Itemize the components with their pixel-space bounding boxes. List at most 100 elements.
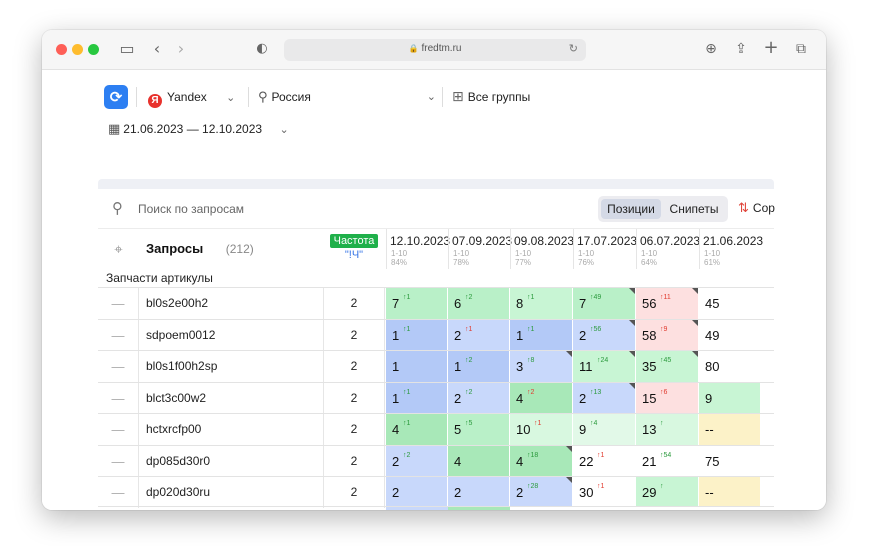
close-window-button[interactable]	[56, 44, 67, 55]
engine-select[interactable]: Я Yandex ⌄	[148, 85, 235, 109]
divider	[136, 87, 137, 107]
position-cell[interactable]: 75	[699, 445, 761, 477]
row-toggle[interactable]: —	[98, 477, 139, 508]
position-cell[interactable]: 5 ↑5	[448, 414, 510, 445]
row-toggle[interactable]: —	[98, 319, 139, 351]
position-cell[interactable]: 10 ↑1	[510, 414, 573, 445]
date-column-header[interactable]: 09.08.2023 1-10 77%	[510, 229, 574, 269]
date-column-header[interactable]: 17.07.2023 1-10 76%	[573, 229, 637, 269]
position-cell[interactable]: 11 ↑24	[573, 351, 636, 382]
position-cell[interactable]: --	[699, 477, 761, 508]
position-cell[interactable]: 9	[699, 382, 761, 414]
download-icon[interactable]: ⊕	[705, 41, 717, 57]
position-cell[interactable]: 35 ↑45	[636, 351, 699, 382]
table-row[interactable]: — dp020d30ru 2 2 2 2 ↑28 30 ↑1 29 ↑ --	[98, 476, 774, 508]
keyword-cell[interactable]: sdpoem0012	[139, 319, 324, 351]
keyword-cell[interactable]: dp020d30ru	[139, 477, 324, 508]
back-icon[interactable]: ‹	[153, 39, 161, 58]
position-cell[interactable]: 45	[699, 288, 761, 319]
position-cell[interactable]: 2 ↑2	[448, 382, 510, 414]
search-input[interactable]	[138, 199, 338, 219]
date-label: 06.07.2023	[640, 234, 701, 248]
top-range: 1-10	[391, 249, 408, 258]
frequency-header[interactable]: Частота "!Ч"	[330, 234, 378, 262]
crosshair-icon[interactable]: ⌖	[114, 240, 123, 258]
position-cell[interactable]: 9 ↑4	[573, 414, 636, 445]
position-cell[interactable]: 29 ↑	[636, 477, 699, 508]
new-tab-icon[interactable]: +	[763, 37, 779, 58]
keyword-cell[interactable]: blct3c00w2	[139, 382, 324, 414]
table-row[interactable]: — dp085d30r0 2 2 ↑2 4 4 ↑18 22 ↑1 21 ↑54 75	[98, 444, 774, 477]
position-cell[interactable]: 4 ↑1	[386, 414, 448, 445]
position-cell[interactable]: 49	[699, 319, 761, 351]
keyword-cell[interactable]: dp085d30r0	[139, 445, 324, 477]
position-cell[interactable]: 2 ↑2	[386, 445, 448, 477]
keyword-cell[interactable]: hctxrcfp00	[139, 414, 324, 445]
position-cell[interactable]: 4	[448, 445, 510, 477]
maximize-window-button[interactable]	[88, 44, 99, 55]
position-cell[interactable]: 1 ↑1	[386, 319, 448, 351]
position-cell[interactable]: 1 ↑1	[510, 319, 573, 351]
region-label: Россия	[271, 90, 311, 104]
position-cell[interactable]: 2	[386, 477, 448, 508]
row-toggle[interactable]: —	[98, 288, 139, 319]
position-cell[interactable]: 3 ↑8	[510, 351, 573, 382]
position-cell[interactable]: 2 ↑28	[510, 477, 573, 508]
position-cell[interactable]: 7 ↑49	[573, 288, 636, 319]
forward-icon[interactable]: ›	[177, 39, 185, 58]
row-toggle[interactable]: —	[98, 351, 139, 382]
position-cell[interactable]: 7 ↑1	[386, 288, 448, 319]
position-cell[interactable]: 8 ↑1	[510, 288, 573, 319]
share-icon[interactable]: ⇪	[735, 41, 747, 57]
table-row[interactable]: — blct3c00w2 2 1 ↑1 2 ↑2 4 ↑2 2 ↑13 15 ↑6 9	[98, 381, 774, 414]
position-cell[interactable]: 2 ↑13	[573, 382, 636, 414]
tabs-overview-icon[interactable]: ⧉	[796, 41, 806, 57]
table-row[interactable]: — hctxrcfp00 2 4 ↑1 5 ↑5 10 ↑1 9 ↑4 13 ↑ --	[98, 413, 774, 445]
reload-icon[interactable]: ↻	[568, 42, 578, 55]
page-content: ⟳ Я Yandex ⌄ ⚲ Россия ⌄ ⊞ Все группы ▦ 21.06…	[42, 71, 826, 510]
position-cell[interactable]: --	[699, 414, 761, 445]
address-bar[interactable]: 🔒 fredtm.ru ↻	[284, 39, 586, 61]
tab-positions[interactable]: Позиции	[601, 199, 661, 219]
table-row[interactable]: — sdpoem0012 2 1 ↑1 2 ↑1 1 ↑1 2 ↑56 58 ↑9 49	[98, 318, 774, 351]
keyword-cell[interactable]: bl0s2e00h2	[139, 288, 324, 319]
position-cell[interactable]: 58 ↑9	[636, 319, 699, 351]
position-cell[interactable]: 4 ↑18	[510, 445, 573, 477]
position-cell[interactable]: 80	[699, 351, 761, 382]
row-toggle[interactable]: —	[98, 382, 139, 414]
position-cell[interactable]: 4 ↑2	[510, 382, 573, 414]
position-cell[interactable]: 2 ↑56	[573, 319, 636, 351]
position-cell[interactable]: 56 ↑11	[636, 288, 699, 319]
date-range-select[interactable]: ▦ 21.06.2023 — 12.10.2023 ⌄	[108, 117, 289, 141]
position-cell[interactable]: 13 ↑	[636, 414, 699, 445]
privacy-shield-icon[interactable]: ◐	[256, 41, 268, 56]
date-column-header[interactable]: 21.06.2023 1-10 61%	[699, 229, 763, 269]
position-cell[interactable]: 2 ↑1	[448, 319, 510, 351]
position-cell[interactable]: 22 ↑1	[573, 445, 636, 477]
date-column-header[interactable]: 07.09.2023 1-10 78%	[448, 229, 512, 269]
position-cell[interactable]: 15 ↑6	[636, 382, 699, 414]
date-column-header[interactable]: 06.07.2023 1-10 64%	[636, 229, 701, 269]
refresh-button[interactable]: ⟳	[104, 85, 128, 109]
sidebar-icon[interactable]: ▭	[119, 39, 135, 58]
position-cell[interactable]: 21 ↑54	[636, 445, 699, 477]
table-row[interactable]: — bl0s1f00h2sp 2 1 1 ↑2 3 ↑8 11 ↑24 35 ↑45 80	[98, 350, 774, 382]
position-cell[interactable]: 1	[386, 351, 448, 382]
date-column-header[interactable]: 12.10.2023 1-10 84%	[386, 229, 450, 269]
tab-snippets[interactable]: Снипеты	[669, 202, 719, 216]
minimize-window-button[interactable]	[72, 44, 83, 55]
table-row[interactable]: — bl0s2e00h2 2 7 ↑1 6 ↑2 8 ↑1 7 ↑49 56 ↑11 45	[98, 287, 774, 319]
region-select[interactable]: ⚲ Россия ⌄	[258, 85, 436, 109]
position-cell[interactable]: 1 ↑2	[448, 351, 510, 382]
sort-button[interactable]: ⇅ Сор	[738, 201, 775, 216]
keyword-cell[interactable]: bl0s1f00h2sp	[139, 351, 324, 382]
queries-header[interactable]: Запросы (212)	[146, 229, 254, 269]
table-toolbar: ⚲ Позиции Снипеты ⇅Сор	[98, 189, 775, 229]
position-cell[interactable]: 2	[448, 477, 510, 508]
position-cell[interactable]: 1 ↑1	[386, 382, 448, 414]
position-cell[interactable]: 6 ↑2	[448, 288, 510, 319]
position-cell[interactable]: 30 ↑1	[573, 477, 636, 508]
row-toggle[interactable]: —	[98, 445, 139, 477]
row-toggle[interactable]: —	[98, 414, 139, 445]
groups-select[interactable]: ⊞ Все группы	[452, 85, 530, 109]
